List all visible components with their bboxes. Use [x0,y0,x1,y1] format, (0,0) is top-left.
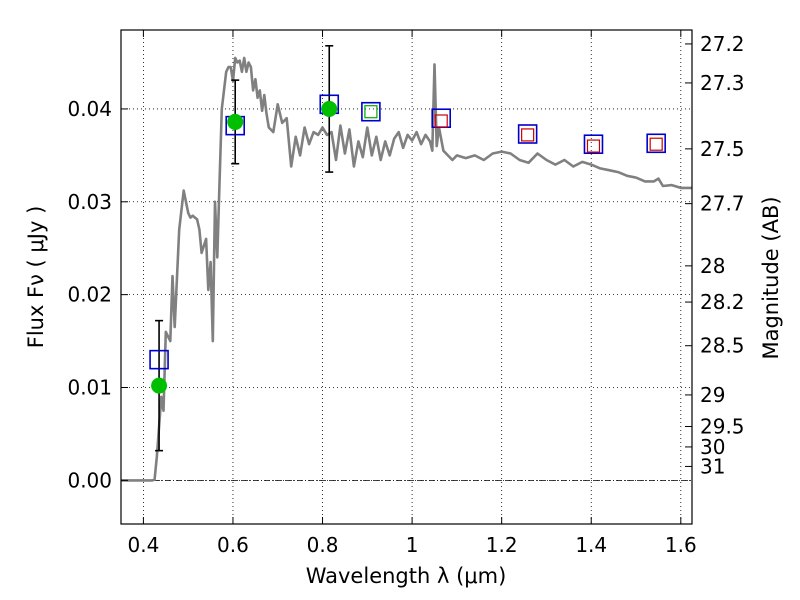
x-axis: 0.4 0.6 0.8 1 1.2 1.4 1.6 [127,30,697,557]
observed-point [321,100,338,117]
observed-point [227,113,244,130]
magnitude-tick-label: 28 [700,254,725,278]
x-tick-label: 1.4 [575,533,607,557]
x-tick-label: 1.6 [665,533,697,557]
y-axis-title: Flux Fν ( μJy ) [24,206,48,349]
magnitude-tick-label: 28.2 [700,290,745,314]
y-tick-label: 0.03 [67,190,112,214]
model-red-square [521,128,535,142]
x-axis-title: Wavelength λ (μm) [306,564,507,588]
model-blue-square [583,134,604,155]
magnitude-tick-label: 28.5 [700,334,745,358]
magnitude-tick-label: 31 [700,454,725,478]
data-layer [121,44,692,482]
model-red-square [649,137,663,151]
observed-point [151,377,168,394]
x-tick-label: 1.2 [486,533,518,557]
magnitude-tick-label: 27.3 [700,71,745,95]
model-red-square [586,139,601,153]
magnitude-tick-label: 30 [700,435,725,459]
magnitude-tick-label: 27.7 [700,192,745,216]
y-tick-label: 0.04 [67,97,112,121]
model-red-square [434,114,448,128]
y-tick-label: 0.02 [67,283,112,307]
model-blue-square [646,133,666,154]
model-blue-square [517,124,538,144]
x-tick-label: 0.8 [307,533,339,557]
plot-frame [120,29,693,525]
y-tick-label: 0.00 [67,468,112,492]
magnitude-axis-title: Magnitude (AB) [759,196,783,359]
magnitude-tick-label: 27.5 [700,137,745,161]
model-blue-square [361,101,381,122]
magnitude-tick-label: 27.2 [700,32,745,56]
model-blue-square [149,349,169,370]
x-tick-label: 0.4 [127,533,159,557]
x-tick-label: 1 [406,533,419,557]
x-tick-label: 0.6 [217,533,249,557]
model-green-square [364,105,378,119]
model-spectrum-line [121,56,692,482]
magnitude-tick-label: 29 [700,383,725,407]
plot-area [121,44,692,482]
magnitude-tick-label: 29.5 [700,415,745,439]
y-axis: 0.00 0.01 0.02 0.03 0.04 [67,97,128,492]
y-tick-label: 0.01 [67,376,112,400]
